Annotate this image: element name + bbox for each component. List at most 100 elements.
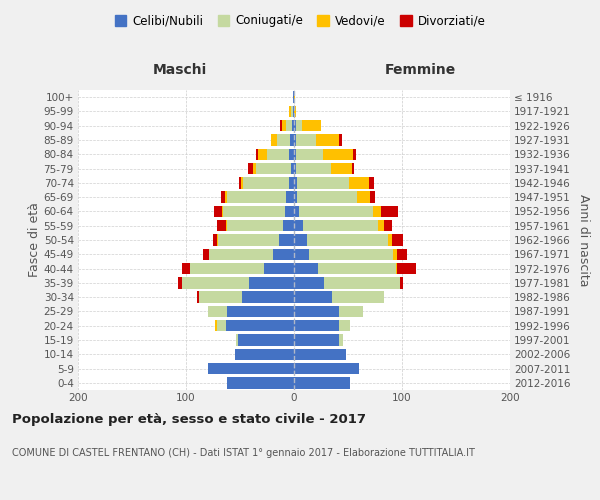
Bar [279,234,294,246]
Bar [256,163,291,174]
Bar [226,220,227,232]
Bar [274,248,294,260]
Bar [294,248,309,260]
Bar [226,320,294,332]
Bar [178,277,182,288]
Bar [291,163,294,174]
Bar [294,134,296,145]
Bar [302,120,321,132]
Bar [331,163,352,174]
Bar [203,248,209,260]
Bar [392,234,403,246]
Bar [294,292,332,303]
Bar [293,92,294,103]
Bar [286,192,294,203]
Bar [214,206,221,217]
Bar [199,292,242,303]
Bar [248,163,253,174]
Bar [294,106,296,117]
Bar [286,120,292,132]
Bar [307,234,388,246]
Bar [368,177,374,188]
Bar [197,292,199,303]
Bar [353,148,356,160]
Bar [182,277,248,288]
Bar [378,220,383,232]
Bar [227,306,294,317]
Bar [267,148,289,160]
Bar [397,248,407,260]
Bar [271,134,277,145]
Bar [294,177,297,188]
Bar [332,292,383,303]
Bar [294,348,346,360]
Bar [340,306,363,317]
Bar [221,192,225,203]
Bar [297,192,356,203]
Bar [190,263,264,274]
Bar [294,234,307,246]
Bar [225,192,227,203]
Bar [400,277,403,288]
Bar [277,134,290,145]
Bar [352,163,355,174]
Bar [324,277,400,288]
Bar [309,248,394,260]
Bar [213,234,217,246]
Bar [291,106,293,117]
Bar [217,320,226,332]
Bar [294,192,297,203]
Bar [259,148,267,160]
Bar [253,163,256,174]
Bar [356,192,370,203]
Bar [388,234,392,246]
Bar [292,120,294,132]
Text: Femmine: Femmine [385,64,455,78]
Bar [280,120,282,132]
Text: Popolazione per età, sesso e stato civile - 2017: Popolazione per età, sesso e stato civil… [12,412,366,426]
Bar [318,263,395,274]
Bar [370,192,375,203]
Bar [297,177,349,188]
Bar [208,306,227,317]
Bar [290,134,294,145]
Bar [383,220,392,232]
Bar [394,248,397,260]
Bar [323,148,353,160]
Legend: Celibi/Nubili, Coniugati/e, Vedovi/e, Divorziati/e: Celibi/Nubili, Coniugati/e, Vedovi/e, Di… [111,11,489,31]
Bar [294,120,296,132]
Bar [286,206,294,217]
Bar [264,263,294,274]
Bar [340,320,350,332]
Bar [289,148,294,160]
Y-axis label: Anni di nascita: Anni di nascita [577,194,590,286]
Bar [223,206,286,217]
Bar [296,148,323,160]
Bar [248,277,294,288]
Bar [294,148,296,160]
Bar [256,148,259,160]
Bar [289,106,291,117]
Bar [227,220,283,232]
Bar [242,292,294,303]
Bar [397,263,416,274]
Y-axis label: Fasce di età: Fasce di età [28,202,41,278]
Bar [302,220,378,232]
Bar [217,234,218,246]
Bar [294,306,340,317]
Bar [373,206,382,217]
Bar [395,263,397,274]
Bar [293,106,294,117]
Bar [239,177,241,188]
Bar [217,220,226,232]
Bar [296,120,302,132]
Bar [299,206,373,217]
Bar [382,206,398,217]
Bar [227,192,286,203]
Bar [182,263,190,274]
Bar [294,277,324,288]
Bar [236,334,238,345]
Bar [218,234,279,246]
Bar [208,363,294,374]
Bar [294,320,340,332]
